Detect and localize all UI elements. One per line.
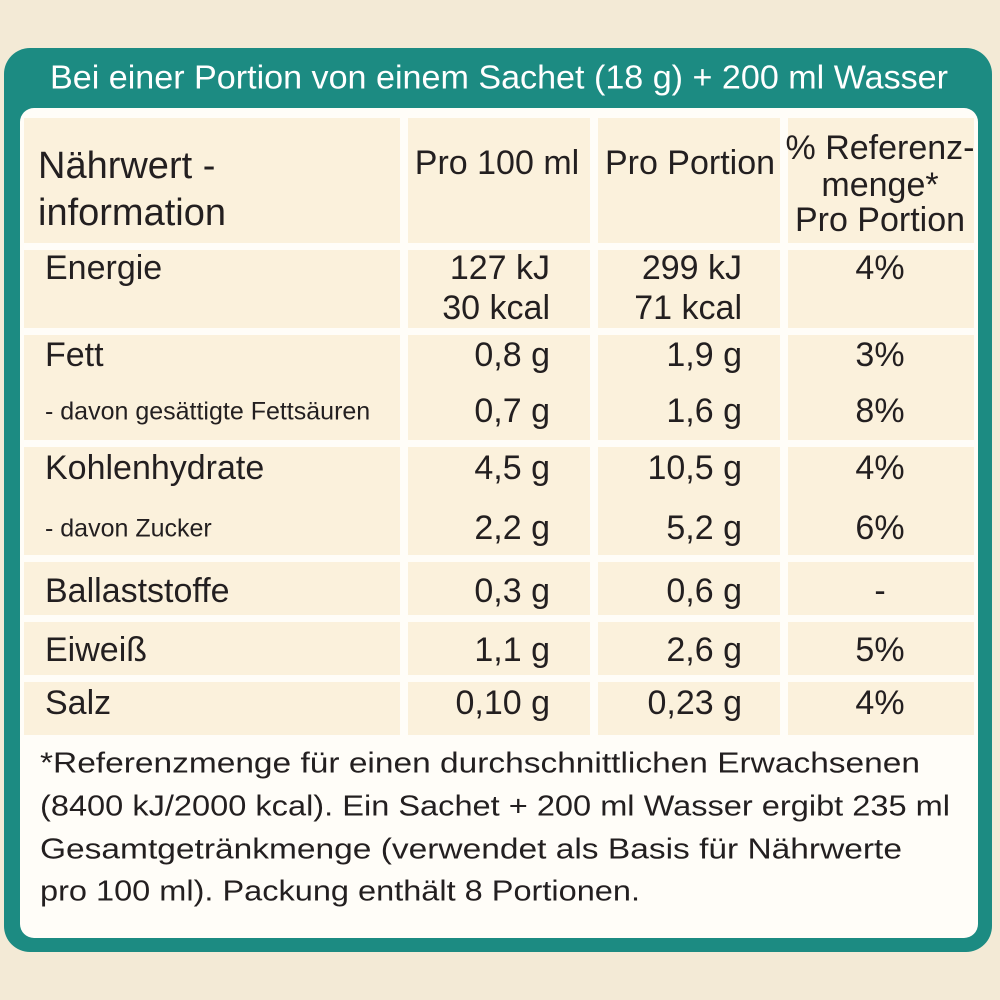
cell xyxy=(24,335,400,440)
cell-value: 1,9 g xyxy=(666,336,742,374)
cell-value: 0,3 g xyxy=(474,572,550,610)
cell xyxy=(788,250,974,328)
cell-value: 8% xyxy=(855,392,904,430)
column-header: Pro Portion xyxy=(605,144,775,182)
cell-value: 0,10 g xyxy=(455,684,550,722)
column-header: Pro 100 ml xyxy=(415,144,579,182)
footnote: *Referenzmenge für einen durchschnittlic… xyxy=(40,748,920,780)
cell xyxy=(24,622,400,675)
cell xyxy=(788,447,974,555)
cell-value: - xyxy=(874,572,885,610)
row-label: Fett xyxy=(45,336,104,374)
cell-value: 127 kJ xyxy=(450,249,550,287)
cell xyxy=(788,562,974,615)
cell xyxy=(408,447,590,555)
cell-value: 2,6 g xyxy=(666,631,742,669)
cell xyxy=(24,118,400,243)
cell-value: 71 kcal xyxy=(634,289,742,327)
column-header: Pro Portion xyxy=(795,201,965,239)
cell xyxy=(408,335,590,440)
cell-value: 1,1 g xyxy=(474,631,550,669)
cell-value: 0,8 g xyxy=(474,336,550,374)
cell xyxy=(788,118,974,243)
title: Bei einer Portion von einem Sachet (18 g… xyxy=(50,59,948,96)
cell-value: 4% xyxy=(855,449,904,487)
cell xyxy=(408,562,590,615)
cell-value: 10,5 g xyxy=(647,449,742,487)
cell xyxy=(24,682,400,735)
cell-value: 4% xyxy=(855,684,904,722)
cell xyxy=(598,562,780,615)
cell xyxy=(408,622,590,675)
cell xyxy=(24,250,400,328)
row-label: - davon gesättigte Fettsäuren xyxy=(45,398,370,426)
footnote: Gesamtgetränkmenge (verwendet als Basis … xyxy=(40,834,902,866)
cell xyxy=(408,118,590,243)
cell-value: 4,5 g xyxy=(474,449,550,487)
cell-value: 0,23 g xyxy=(647,684,742,722)
cell-value: 30 kcal xyxy=(442,289,550,327)
cell xyxy=(24,562,400,615)
cell xyxy=(788,335,974,440)
cell-value: 3% xyxy=(855,336,904,374)
cell-value: 2,2 g xyxy=(474,509,550,547)
column-header: % Referenz- xyxy=(786,129,975,167)
column-header: menge* xyxy=(821,166,938,204)
cell-value: 5,2 g xyxy=(666,509,742,547)
cell xyxy=(598,118,780,243)
cell xyxy=(598,335,780,440)
cell xyxy=(598,622,780,675)
cell-value: 5% xyxy=(855,631,904,669)
cell-value: 0,7 g xyxy=(474,392,550,430)
cell xyxy=(788,682,974,735)
row-label: Salz xyxy=(45,684,111,722)
row-label: Kohlenhydrate xyxy=(45,449,264,487)
cell xyxy=(788,622,974,675)
row-label: - davon Zucker xyxy=(45,515,212,543)
cell-value: 299 kJ xyxy=(642,249,742,287)
cell xyxy=(408,250,590,328)
cell xyxy=(408,682,590,735)
footnote: (8400 kJ/2000 kcal). Ein Sachet + 200 ml… xyxy=(40,791,950,823)
row-label: Ballaststoffe xyxy=(45,572,230,610)
cell xyxy=(598,682,780,735)
cell xyxy=(598,447,780,555)
cell xyxy=(598,250,780,328)
footnote: pro 100 ml). Packung enthält 8 Portionen… xyxy=(40,876,640,908)
row-label: Eiweiß xyxy=(45,631,147,669)
row-label: Energie xyxy=(45,249,162,287)
column-header: Nährwert - xyxy=(38,145,215,187)
column-header: information xyxy=(38,192,226,234)
cell-value: 0,6 g xyxy=(666,572,742,610)
cell xyxy=(24,447,400,555)
cell-value: 1,6 g xyxy=(666,392,742,430)
cell-value: 6% xyxy=(855,509,904,547)
cell-value: 4% xyxy=(855,249,904,287)
